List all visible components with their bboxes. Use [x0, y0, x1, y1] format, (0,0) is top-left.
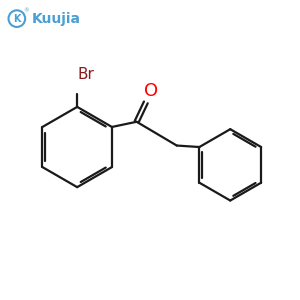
Text: K: K: [13, 14, 21, 24]
Text: O: O: [144, 82, 158, 100]
Text: Br: Br: [78, 67, 94, 82]
Text: Kuujia: Kuujia: [32, 12, 81, 26]
Text: ®: ®: [23, 8, 29, 14]
